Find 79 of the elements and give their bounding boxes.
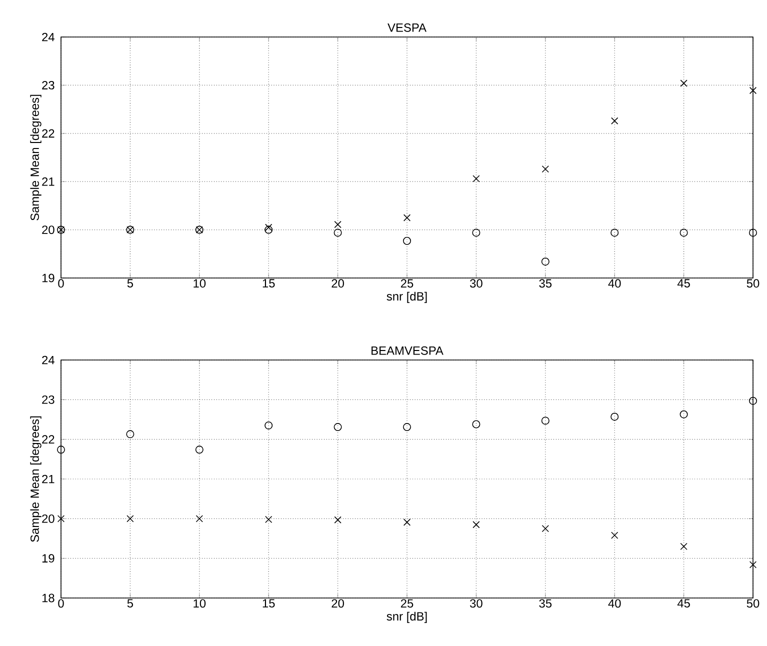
x-tick-label: 5 (127, 599, 134, 608)
y-tick-label: 21 (42, 177, 54, 186)
point (126, 430, 134, 438)
point (749, 228, 757, 237)
point (403, 214, 411, 222)
x-tick-label: 15 (262, 279, 275, 288)
y-axis-title: Sample Mean [degrees] (30, 94, 42, 220)
x-tick-label: 25 (400, 599, 414, 608)
point (334, 228, 342, 237)
point (126, 515, 134, 522)
x-tick-label: 35 (539, 279, 552, 288)
point (611, 117, 618, 124)
point (610, 228, 619, 237)
point (542, 165, 549, 173)
point (680, 80, 688, 87)
chart-title: VESPA (388, 23, 426, 32)
point (334, 423, 342, 432)
x-tick-label: 40 (608, 599, 621, 608)
x-tick-label: 0 (58, 599, 64, 608)
point (403, 236, 411, 245)
chart-title: BEAMVESPA (372, 346, 444, 355)
point (195, 446, 204, 454)
x-tick-label: 20 (332, 599, 344, 608)
y-tick-label: 20 (42, 226, 54, 234)
point (749, 86, 757, 94)
point (472, 228, 480, 237)
y-tick-label: 19 (42, 274, 54, 282)
point (265, 224, 272, 231)
x-tick-label: 30 (470, 279, 482, 288)
point (611, 532, 618, 539)
point (265, 516, 272, 524)
x-axis-title: snr [dB] (386, 612, 427, 623)
point (472, 175, 480, 182)
point (264, 226, 273, 234)
point (542, 525, 549, 532)
point (749, 561, 757, 568)
point (334, 220, 342, 228)
x-tick-label: 5 (127, 279, 134, 288)
y-tick-label: 18 (42, 594, 54, 602)
x-tick-label: 15 (262, 599, 275, 608)
y-tick-label: 23 (42, 395, 54, 404)
x-tick-label: 50 (746, 599, 760, 608)
point (57, 446, 65, 454)
x-tick-label: 10 (194, 279, 206, 288)
y-tick-label: 20 (42, 514, 54, 523)
point (680, 542, 688, 550)
y-tick-label: 22 (42, 435, 54, 444)
x-tick-label: 45 (677, 599, 690, 608)
y-axis-title: Sample Mean [degrees] (30, 416, 42, 542)
y-tick-label: 24 (42, 32, 54, 42)
y-tick-label: 23 (42, 80, 54, 90)
x-tick-label: 30 (470, 599, 482, 608)
x-axis-title: snr [dB] (386, 292, 427, 303)
x-tick-label: 40 (608, 279, 621, 288)
x-tick-label: 45 (677, 279, 690, 288)
point (57, 515, 65, 522)
x-tick-label: 10 (194, 599, 206, 608)
point (680, 228, 688, 237)
point (472, 521, 480, 528)
x-tick-label: 35 (539, 599, 552, 608)
point (680, 410, 688, 418)
point (749, 396, 757, 405)
y-tick-label: 19 (42, 554, 54, 563)
y-tick-label: 22 (42, 129, 54, 138)
point (541, 258, 550, 266)
point (264, 421, 273, 430)
x-tick-label: 20 (332, 279, 344, 288)
point (610, 412, 619, 421)
point (196, 515, 203, 522)
x-tick-label: 50 (746, 279, 760, 288)
x-tick-label: 0 (58, 279, 64, 288)
point (403, 423, 411, 432)
y-tick-label: 24 (42, 356, 54, 364)
y-tick-label: 21 (42, 474, 54, 484)
point (541, 416, 550, 425)
x-tick-label: 25 (400, 279, 414, 288)
point (403, 518, 411, 526)
point (472, 420, 480, 428)
point (334, 516, 342, 524)
